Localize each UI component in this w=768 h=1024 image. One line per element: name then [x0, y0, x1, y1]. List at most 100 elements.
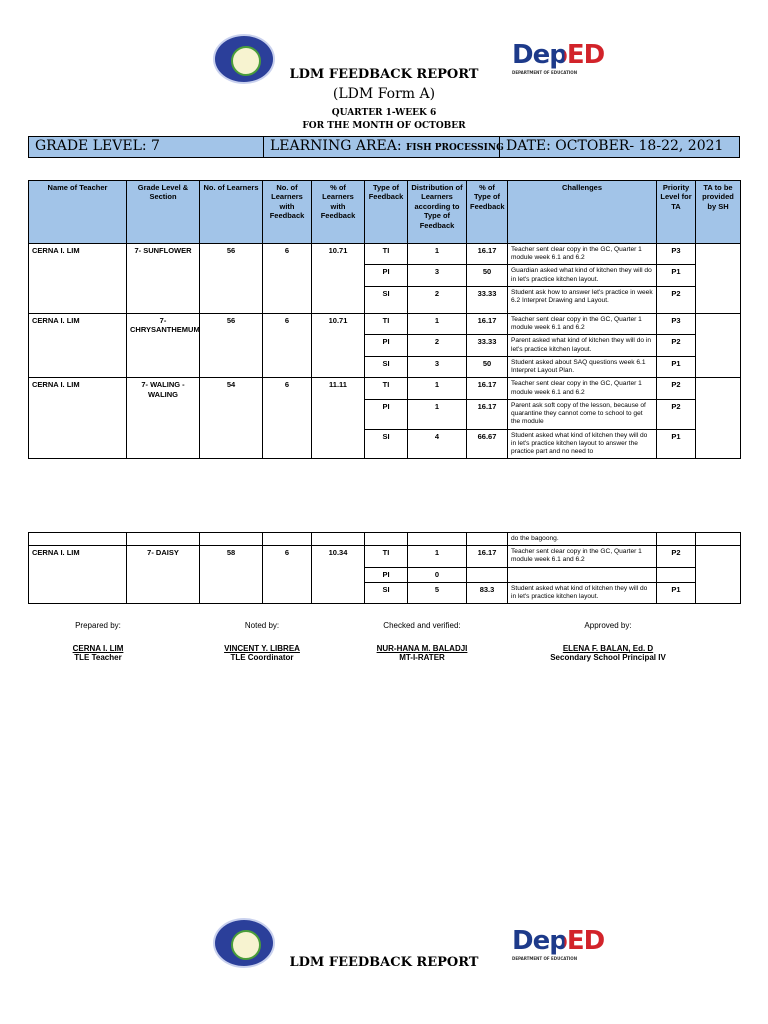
feedback-type: SI: [364, 285, 408, 314]
report-title: LDM FEEDBACK REPORT: [289, 67, 479, 82]
distribution: 3: [407, 355, 467, 379]
table-row: SI 5 83.3 Student asked what kind of kitche…: [29, 581, 741, 605]
teacher-name: CERNA I. LIM: [28, 545, 127, 605]
feedback-type: PI: [364, 264, 408, 287]
empty-cell: [126, 531, 200, 547]
signatory-block: Noted by: VINCENT Y. LIBREA TLE Coordinato…: [172, 621, 352, 662]
feedback-table-continued: do the bagoong. CERNA I. LIM 7- DAISY 58 6 10…: [28, 531, 741, 605]
empty-cell: [364, 531, 408, 547]
table-row: CERNA I. LIM 7- CHRYSANTHEMUM 56 6 10.71 TI 1 1…: [28, 312, 741, 379]
learning-area-value: FISH PROCESSING: [405, 143, 504, 153]
priority-level: P2: [656, 398, 696, 430]
learners-with-feedback: 6: [262, 545, 312, 605]
ta-provided: [695, 243, 741, 314]
table-row: CERNA I. LIM 7- DAISY 58 6 10.34 TI 1 16.17 Teac…: [28, 545, 741, 605]
challenge: Teacher sent clear copy in the GC, Quart…: [507, 377, 657, 400]
priority-level: P1: [656, 355, 696, 379]
quarter-label: QUARTER 1-WEEK 6: [331, 108, 437, 118]
challenge-continuation: do the bagoong.: [507, 531, 657, 547]
table-row: SI 3 50 Student asked about SAQ questions w…: [29, 355, 741, 379]
signatory-role: Checked and verified:: [383, 621, 461, 630]
challenge: [507, 566, 657, 583]
deped-subtitle: DEPARTMENT OF EDUCATION: [512, 956, 578, 961]
header-section: Grade Level & Section: [126, 180, 200, 244]
school-seal-logo-page2: [213, 918, 275, 968]
header-pct-feedback: % of Learners with Feedback: [311, 180, 365, 244]
header-distribution: Distribution of Learners according to Ty…: [407, 180, 467, 244]
feedback-type: SI: [364, 428, 408, 460]
learner-count: 54: [199, 377, 263, 460]
pct-learners-with-feedback: 10.71: [311, 312, 365, 379]
pct-type: 16.17: [466, 377, 508, 400]
empty-cell: [262, 531, 312, 547]
challenge: Guardian asked what kind of kitchen they…: [507, 264, 657, 287]
priority-level: P3: [656, 242, 696, 266]
distribution: 2: [407, 285, 467, 314]
learners-with-feedback: 6: [262, 243, 312, 314]
challenge: Student ask how to answer let's practice…: [507, 285, 657, 314]
distribution: 3: [407, 264, 467, 287]
teacher-name: CERNA I. LIM: [28, 377, 127, 460]
priority-level: P2: [656, 334, 696, 357]
pct-type: 33.33: [466, 334, 508, 357]
pct-type: 16.17: [466, 545, 508, 568]
page2-title: LDM FEEDBACK REPORT: [289, 955, 479, 970]
signatory-role: Prepared by:: [75, 621, 121, 630]
challenge: Student asked about SAQ questions week 6…: [507, 355, 657, 379]
feedback-type: SI: [364, 581, 408, 605]
pct-type: 50: [466, 264, 508, 287]
header-challenges: Challenges: [507, 180, 657, 244]
header-pct-type: % of Type of Feedback: [466, 180, 508, 244]
pct-learners-with-feedback: 11.11: [311, 377, 365, 460]
header-priority: Priority Level for TA: [656, 180, 696, 244]
date-range: DATE: OCTOBER- 18-22, 2021: [506, 138, 724, 154]
challenge: Parent asked what kind of kitchen they w…: [507, 334, 657, 357]
deped-logo-text: DepED: [512, 40, 605, 70]
empty-cell: [695, 531, 741, 547]
header-teacher: Name of Teacher: [28, 180, 127, 244]
learning-area-label: LEARNING AREA:: [270, 138, 402, 154]
signatory-name: NUR-HANA M. BALADJI: [376, 644, 468, 653]
signatory-title: TLE Coordinator: [230, 653, 294, 662]
distribution: 1: [407, 377, 467, 400]
ta-provided: [695, 377, 741, 460]
priority-level: [656, 566, 696, 583]
priority-level: P3: [656, 312, 696, 336]
empty-cell: [466, 531, 508, 547]
table-row: SI 4 66.67 Student asked what kind of kitch…: [29, 428, 741, 460]
distribution: 0: [407, 566, 467, 583]
signatory-role: Approved by:: [584, 621, 632, 630]
pct-learners-with-feedback: 10.34: [311, 545, 365, 605]
report-subtitle: (LDM Form A): [332, 86, 436, 102]
teacher-name: CERNA I. LIM: [28, 312, 127, 379]
table-row: CERNA I. LIM 7- WALING -WALING 54 6 11.11 TI 1…: [28, 377, 741, 460]
priority-level: P1: [656, 428, 696, 460]
grade-section: 7- CHRYSANTHEMUM: [126, 312, 200, 379]
priority-level: P2: [656, 545, 696, 568]
empty-cell: [199, 531, 263, 547]
distribution: 4: [407, 428, 467, 460]
signatory-title: TLE Teacher: [74, 653, 122, 662]
feedback-type: PI: [364, 334, 408, 357]
deped-logo: DepED DEPARTMENT OF EDUCATION: [512, 40, 605, 75]
deped-logo-page2: DepED DEPARTMENT OF EDUCATION: [512, 926, 605, 961]
learners-with-feedback: 6: [262, 312, 312, 379]
signatory-role: Noted by:: [244, 621, 280, 630]
ta-provided: [695, 545, 741, 605]
header-type: Type of Feedback: [364, 180, 408, 244]
grade-section: 7- DAISY: [126, 545, 200, 605]
deped-logo-text: DepED: [512, 926, 605, 956]
feedback-type: TI: [364, 242, 408, 266]
priority-level: P2: [656, 377, 696, 400]
pct-type: 16.17: [466, 398, 508, 430]
feedback-table: Name of Teacher Grade Level & Section No. …: [28, 180, 741, 460]
continuation-row: do the bagoong.: [28, 531, 741, 547]
pct-type: 16.17: [466, 312, 508, 336]
feedback-type: TI: [364, 312, 408, 336]
pct-type: 50: [466, 355, 508, 379]
learner-count: 58: [199, 545, 263, 605]
empty-cell: [28, 531, 127, 547]
deped-subtitle: DEPARTMENT OF EDUCATION: [512, 70, 578, 75]
signatory-title: MT-I-RATER: [399, 653, 445, 662]
signatory-name: VINCENT Y. LIBREA: [224, 644, 300, 653]
